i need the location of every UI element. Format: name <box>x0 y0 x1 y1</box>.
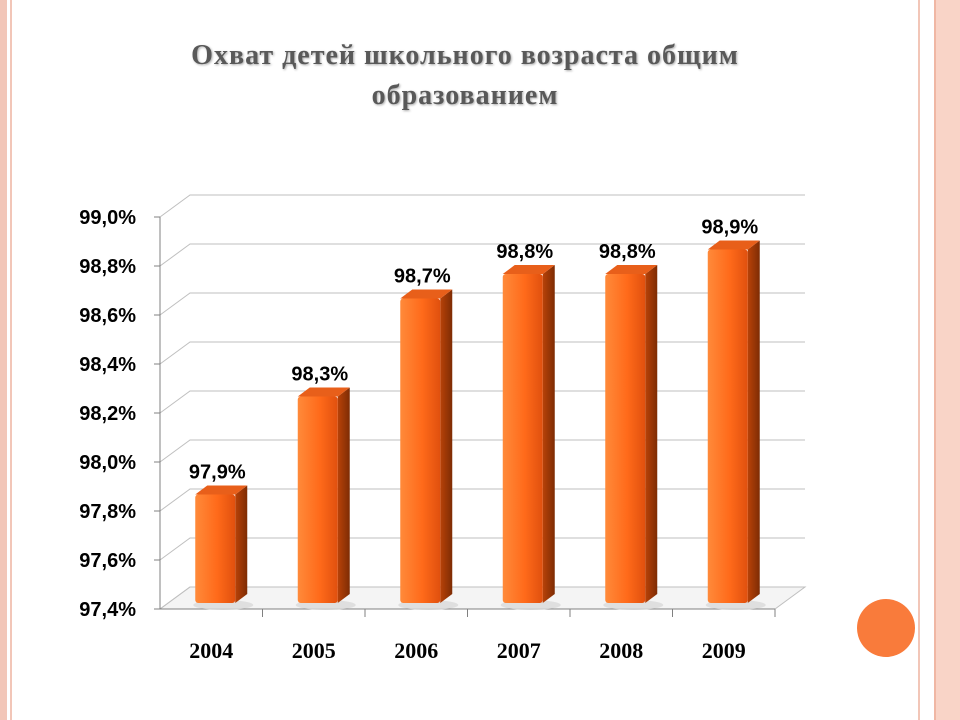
bar <box>705 240 766 610</box>
right-border-line <box>918 0 920 720</box>
x-tick-label: 2008 <box>599 638 643 663</box>
left-border-line <box>10 0 12 720</box>
bar-side <box>645 265 658 603</box>
bar-front <box>400 298 441 603</box>
y-tick-label: 97,4% <box>79 599 136 621</box>
gridline <box>159 341 805 365</box>
y-tick-label: 98,2% <box>79 403 136 425</box>
bar-front <box>297 396 338 603</box>
bar <box>295 387 356 610</box>
bar-front <box>605 274 646 603</box>
slide-title: Охват детей школьного возраста общим обр… <box>60 36 870 116</box>
y-tick-label: 98,6% <box>79 305 136 327</box>
data-label: 97,9% <box>189 462 246 484</box>
bar <box>193 485 254 610</box>
bar-top <box>297 387 350 397</box>
chart-layer: 97,4% 97,6% 97,8% 98,0% 98,2% 98,4% 98,6% 98,8%… <box>79 194 807 663</box>
data-label: 98,7% <box>394 266 451 288</box>
x-tick-label: 2006 <box>394 638 438 663</box>
bar-side <box>440 289 453 603</box>
y-tick-label: 98,8% <box>79 256 136 278</box>
data-label: 98,8% <box>496 241 553 263</box>
bar-top <box>502 265 555 274</box>
y-tick-label: 98,4% <box>79 354 136 376</box>
bar <box>500 265 561 610</box>
left-border-band <box>0 0 7 720</box>
bar-side <box>235 485 248 603</box>
bar-top <box>195 485 248 495</box>
gridline <box>159 586 805 610</box>
bar-top <box>707 240 760 250</box>
bar-side <box>337 387 350 603</box>
bar-front <box>707 249 748 603</box>
right-border-band <box>934 0 960 720</box>
x-tick-label: 2004 <box>189 638 233 663</box>
y-tick-label: 97,6% <box>79 550 136 572</box>
data-label: 98,8% <box>599 241 656 263</box>
gridline <box>159 292 805 316</box>
x-tick-label: 2005 <box>292 638 336 663</box>
gridline <box>159 537 805 561</box>
data-label: 98,3% <box>291 364 348 386</box>
gridline <box>159 243 805 267</box>
bar-front <box>195 494 236 603</box>
bar-side <box>542 265 555 603</box>
decorative-circle <box>857 599 915 657</box>
bar <box>603 265 664 610</box>
bar-front <box>502 274 543 603</box>
gridline <box>159 194 805 218</box>
y-tick-label: 97,8% <box>79 501 136 523</box>
y-tick-label: 98,0% <box>79 452 136 474</box>
title-line-2: образованием <box>371 80 559 111</box>
title-line-1: Охват детей школьного возраста общим <box>191 40 739 71</box>
gridline <box>159 439 805 463</box>
gridline <box>159 390 805 414</box>
bar-top <box>605 265 658 274</box>
bar-top <box>400 289 453 299</box>
y-tick-label: 99,0% <box>79 207 136 229</box>
x-tick-label: 2009 <box>702 638 746 663</box>
bar-side <box>747 240 760 603</box>
x-tick-label: 2007 <box>497 638 541 663</box>
gridline <box>159 488 805 512</box>
bar <box>398 289 459 610</box>
data-label: 98,9% <box>701 217 758 239</box>
